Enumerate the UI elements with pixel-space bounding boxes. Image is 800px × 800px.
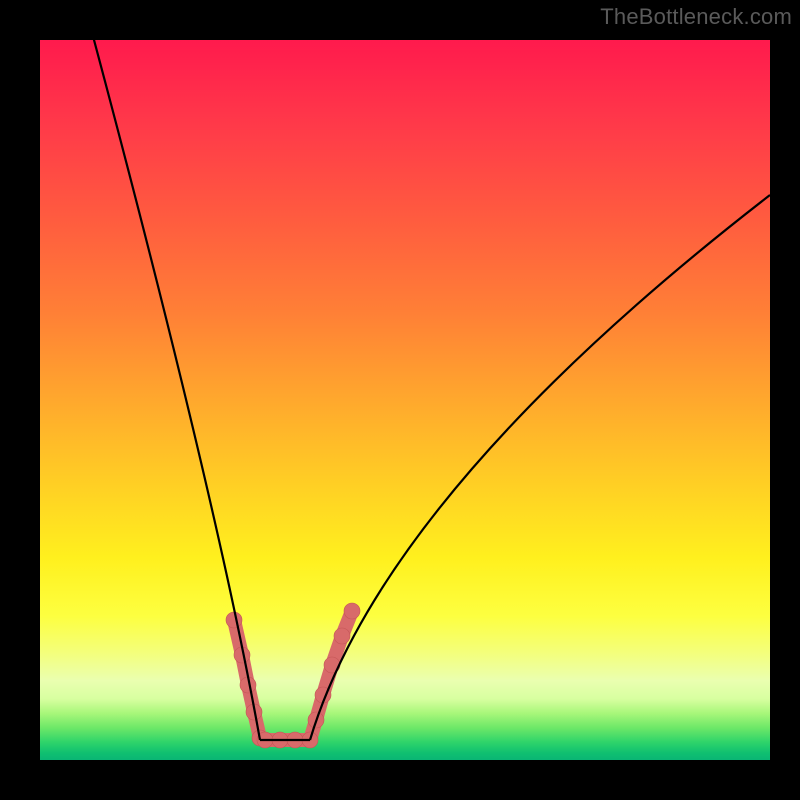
marker-dot — [334, 628, 350, 644]
watermark-text: TheBottleneck.com — [600, 4, 792, 30]
chart-svg — [0, 0, 800, 800]
plot-background — [40, 40, 770, 760]
marker-dot — [226, 612, 242, 628]
chart-container: TheBottleneck.com — [0, 0, 800, 800]
marker-dot — [344, 603, 360, 619]
